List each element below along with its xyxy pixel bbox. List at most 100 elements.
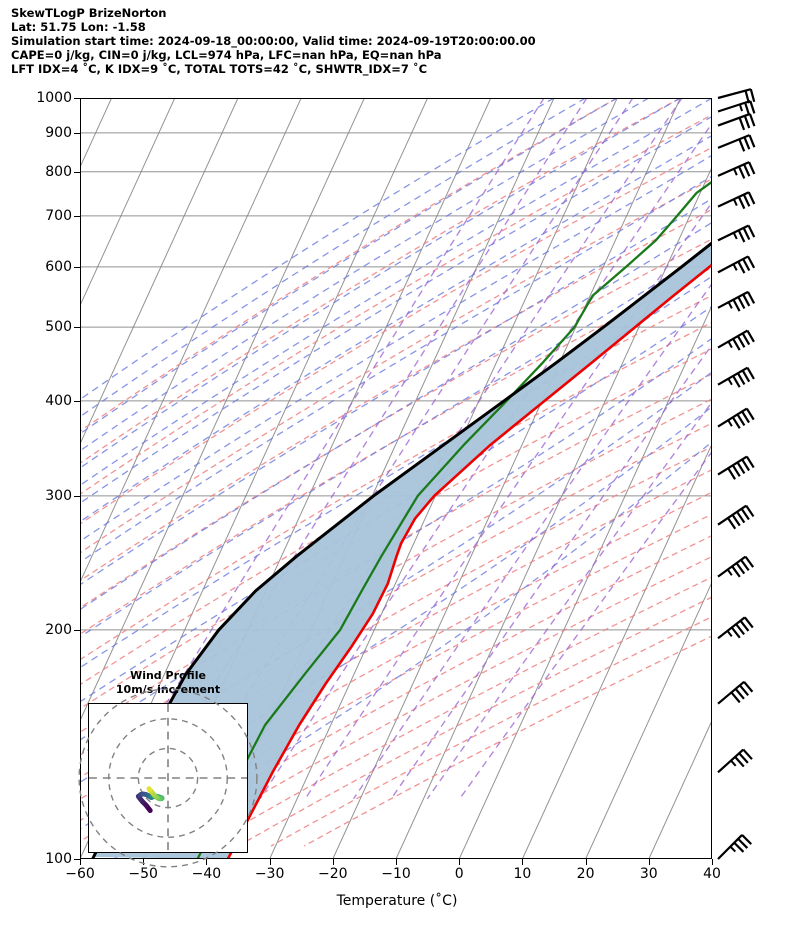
wind-barb xyxy=(717,407,755,429)
y-axis-tick-mark xyxy=(74,98,80,99)
wind-barb-feather xyxy=(736,372,746,386)
wind-barb-feather xyxy=(727,517,737,530)
hodograph-title-line2: 10m/s increment xyxy=(115,683,221,696)
x-axis-tick-label: 10 xyxy=(513,866,532,882)
hodograph-trace-segment xyxy=(146,786,153,793)
dry-adiabat-line xyxy=(80,98,681,465)
y-axis-tick-mark xyxy=(74,327,80,329)
wind-barb-feather xyxy=(733,841,745,853)
wind-barb-shaft xyxy=(717,504,747,526)
x-axis-tick-mark xyxy=(585,859,587,865)
header-title: SkewTLogP BrizeNorton xyxy=(11,6,167,20)
wind-barb-feather xyxy=(727,301,733,309)
x-axis-tick-mark xyxy=(648,859,650,865)
wind-barb-feather xyxy=(738,104,743,112)
x-axis-tick-label: −40 xyxy=(191,866,222,882)
dry-adiabat-line xyxy=(80,146,712,525)
moist-adiabat-line xyxy=(80,98,650,452)
dry-adiabat-line xyxy=(80,468,712,822)
wind-barb-feather xyxy=(730,759,737,767)
wind-barb-feather xyxy=(732,263,738,271)
wind-barb xyxy=(717,616,754,640)
isotherm-line xyxy=(80,98,365,722)
x-axis-tick-mark xyxy=(332,859,334,865)
x-axis-tick-mark xyxy=(522,859,524,865)
dewpoint-curve xyxy=(196,180,712,859)
wind-barb-feather xyxy=(730,626,741,639)
wind-barb-feather xyxy=(732,232,738,240)
wind-barb-feather xyxy=(745,505,755,518)
wind-barb xyxy=(717,748,753,774)
wind-barb-feather xyxy=(743,163,751,177)
wind-barb-feather xyxy=(740,508,750,521)
wind-barb-feather xyxy=(731,416,741,429)
wind-barb-feather xyxy=(732,375,741,388)
x-axis-tick-label: −10 xyxy=(381,866,411,882)
moist-adiabat-line xyxy=(80,175,712,563)
isotherm-line xyxy=(648,719,712,859)
wind-barb-shaft xyxy=(717,134,750,149)
x-axis-tick-label: 30 xyxy=(639,866,658,882)
wind-barb-feather xyxy=(740,559,750,572)
y-axis-tick-mark xyxy=(74,859,80,860)
wind-barb xyxy=(717,255,756,274)
wind-barb-canvas xyxy=(717,88,756,860)
wind-barb-feather xyxy=(737,296,746,310)
isotherm-line xyxy=(521,442,712,859)
wind-barb xyxy=(717,504,755,530)
x-axis-tick-mark xyxy=(712,859,713,865)
y-axis-tick-label: 600 xyxy=(45,258,72,275)
x-axis-label: Temperature (˚C) xyxy=(336,893,458,909)
mixing-ratio-line xyxy=(426,400,712,800)
wind-barb-feather xyxy=(736,335,746,348)
wind-barb xyxy=(717,224,756,243)
hodograph-inset xyxy=(78,688,258,868)
wind-barb-feather xyxy=(743,681,754,693)
y-axis-tick-label: 200 xyxy=(45,621,72,638)
y-axis-tick-mark xyxy=(74,400,80,402)
wind-barb xyxy=(717,161,756,179)
wind-barb-feather xyxy=(744,555,755,568)
plot-frame xyxy=(80,98,712,859)
mixing-ratio-line xyxy=(143,98,588,800)
moist-adiabat-line xyxy=(80,98,712,487)
wind-barb-feather xyxy=(745,455,755,469)
y-axis-tick-label: 800 xyxy=(45,163,72,180)
wind-barb-feather xyxy=(739,620,750,632)
wind-barb-feather xyxy=(747,255,756,269)
wind-barb-feather xyxy=(733,168,738,176)
dry-adiabat-line xyxy=(80,321,712,686)
dry-adiabat-line xyxy=(80,178,712,554)
wind-barb-feather xyxy=(749,88,756,103)
wind-barb xyxy=(717,88,756,104)
wind-barb-feather xyxy=(742,227,751,241)
moist-adiabat-line xyxy=(80,221,712,611)
hodograph-title-line1: Wind Profile xyxy=(130,669,206,682)
wind-barb-feather xyxy=(727,467,736,480)
temperature-curve xyxy=(91,240,712,859)
figure-header: SkewTLogP BrizeNorton Lat: 51.75 Lon: -1… xyxy=(11,6,771,76)
x-axis-tick-mark xyxy=(80,859,81,865)
x-axis-tick-mark xyxy=(459,859,461,865)
header-cape-line: CAPE=0 j/kg, CIN=0 j/kg, LCL=974 hPa, LF… xyxy=(11,48,442,63)
wind-barb xyxy=(717,99,756,116)
moist-adiabat-line xyxy=(113,441,712,859)
wind-barb-feather xyxy=(741,332,751,346)
wind-barb-feather xyxy=(748,113,756,127)
wind-barb-shaft xyxy=(717,224,750,242)
wind-barb-feather xyxy=(738,117,746,131)
x-axis-tick-label: −60 xyxy=(65,866,95,882)
wind-barb-feather xyxy=(741,458,750,472)
parcel-curve xyxy=(226,263,712,859)
dry-adiabat-line xyxy=(80,294,712,661)
hodograph-canvas xyxy=(78,688,258,868)
wind-barb-feather xyxy=(735,562,746,575)
wind-barb-shaft xyxy=(717,99,751,113)
wind-barb-feather xyxy=(743,115,751,129)
wind-barb-feather xyxy=(747,291,756,304)
dry-adiabat-line xyxy=(80,491,712,843)
wind-barb-feather xyxy=(741,834,753,845)
wind-barb-shaft xyxy=(717,329,748,349)
wind-barb-feather xyxy=(736,461,746,475)
wind-barb-feather xyxy=(737,229,746,243)
